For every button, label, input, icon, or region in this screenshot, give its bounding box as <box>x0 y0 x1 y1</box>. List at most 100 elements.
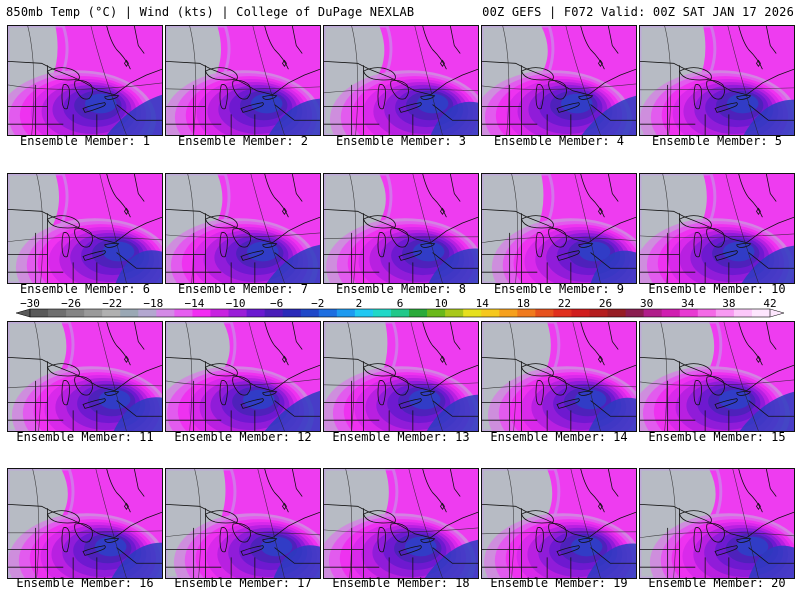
colorbar-segment <box>336 309 356 317</box>
colorbar-segment <box>372 309 392 317</box>
ensemble-member-label: Ensemble Member: 17 <box>174 576 312 590</box>
ensemble-member-label: Ensemble Member: 13 <box>332 430 470 444</box>
ensemble-member-map <box>165 25 321 136</box>
colorbar-tick-label: 42 <box>763 297 776 310</box>
colorbar-segment <box>246 309 266 317</box>
ensemble-member-map <box>639 25 795 136</box>
ensemble-member-map <box>323 468 479 579</box>
ensemble-member-map <box>481 173 637 284</box>
colorbar-segment <box>210 309 230 317</box>
temperature-map-svg <box>640 26 794 135</box>
colorbar-tick-label: −10 <box>226 297 246 310</box>
colorbar-segment <box>589 309 609 317</box>
ensemble-member-label: Ensemble Member: 9 <box>493 282 625 296</box>
colorbar-segment <box>679 309 699 317</box>
ensemble-member-map <box>639 173 795 284</box>
colorbar-segment <box>661 309 681 317</box>
ensemble-member-label: Ensemble Member: 20 <box>648 576 786 590</box>
colorbar-segment <box>445 309 464 317</box>
colorbar-tick-label: −6 <box>270 297 283 310</box>
colorbar-tick-label: −18 <box>143 297 163 310</box>
colorbar-tick-label: 18 <box>517 297 530 310</box>
ensemble-member-label: Ensemble Member: 4 <box>493 134 625 148</box>
map-title: 850mb Temp (°C) | Wind (kts) | College o… <box>6 5 415 19</box>
ensemble-member-label: Ensemble Member: 6 <box>19 282 151 296</box>
ensemble-member-map <box>7 25 163 136</box>
temperature-map-svg <box>640 174 794 283</box>
ensemble-member-map <box>7 173 163 284</box>
colorbar-tick-label: −22 <box>102 297 122 310</box>
temperature-map-svg <box>166 26 320 135</box>
colorbar-segment <box>66 309 85 317</box>
ensemble-member-label: Ensemble Member: 11 <box>16 430 154 444</box>
ensemble-member-label: Ensemble Member: 8 <box>335 282 467 296</box>
ensemble-member-map <box>7 468 163 579</box>
colorbar-segment <box>192 309 211 317</box>
colorbar-segment <box>84 309 103 317</box>
ensemble-member-map <box>481 25 637 136</box>
colorbar-segment <box>300 309 320 317</box>
temperature-map-svg <box>640 469 794 578</box>
ensemble-member-map <box>165 321 321 432</box>
ensemble-member-label: Ensemble Member: 1 <box>19 134 151 148</box>
temperature-map-svg <box>8 174 162 283</box>
colorbar-segment <box>174 309 193 317</box>
temperature-map-svg <box>324 174 478 283</box>
colorbar-segment <box>499 309 518 317</box>
colorbar-svg: −30 −26 −22 −18 −14 −10 −6 −2 2 6 10 14 18 22 26 30 34 38… <box>15 297 785 318</box>
temperature-map-svg <box>8 322 162 431</box>
temperature-map-svg <box>166 174 320 283</box>
model-run-info: 00Z GEFS | F072 Valid: 00Z SAT JAN 17 20… <box>482 5 794 19</box>
temperature-map-svg <box>640 322 794 431</box>
colorbar-segment <box>282 309 302 317</box>
colorbar-tick-label: 6 <box>397 297 404 310</box>
ensemble-member-label: Ensemble Member: 12 <box>174 430 312 444</box>
colorbar-tick-label: 2 <box>356 297 363 310</box>
colorbar-segment <box>643 309 663 317</box>
temperature-map-svg <box>166 322 320 431</box>
colorbar-segment <box>697 309 717 317</box>
ensemble-member-map <box>323 173 479 284</box>
colorbar-tick-label: −2 <box>311 297 324 310</box>
ensemble-member-map <box>639 321 795 432</box>
colorbar-segment <box>607 309 627 317</box>
ensemble-member-map <box>7 321 163 432</box>
temperature-map-svg <box>482 322 636 431</box>
ensemble-member-label: Ensemble Member: 18 <box>332 576 470 590</box>
colorbar-tick-label: −30 <box>20 297 40 310</box>
ensemble-member-label: Ensemble Member: 14 <box>490 430 628 444</box>
colorbar-tick-label: 38 <box>722 297 735 310</box>
colorbar-segment <box>120 309 139 317</box>
ensemble-member-label: Ensemble Member: 5 <box>651 134 783 148</box>
colorbar-segment <box>48 309 67 317</box>
colorbar-segment <box>390 309 410 317</box>
colorbar-segment <box>264 309 284 317</box>
colorbar-tick-label: 10 <box>434 297 447 310</box>
colorbar-tick-label: 34 <box>681 297 695 310</box>
temperature-map-svg <box>324 469 478 578</box>
colorbar-min-arrow <box>15 308 31 318</box>
temperature-map-svg <box>482 469 636 578</box>
ensemble-member-label: Ensemble Member: 2 <box>177 134 309 148</box>
temperature-map-svg <box>482 174 636 283</box>
ensemble-member-label: Ensemble Member: 19 <box>490 576 628 590</box>
colorbar-segment <box>625 309 645 317</box>
colorbar-tick-label: −26 <box>61 297 81 310</box>
colorbar-tick-label: 14 <box>476 297 490 310</box>
ensemble-member-label: Ensemble Member: 3 <box>335 134 467 148</box>
ensemble-member-map <box>481 321 637 432</box>
temperature-map-svg <box>8 26 162 135</box>
colorbar-segment <box>463 309 482 317</box>
colorbar-segment <box>733 309 753 317</box>
temperature-colorbar: −30 −26 −22 −18 −14 −10 −6 −2 2 6 10 14 18 22 26 30 34 38… <box>0 297 800 319</box>
colorbar-segment <box>409 309 428 317</box>
colorbar-tick-label: −14 <box>185 297 205 310</box>
colorbar-segment <box>138 309 157 317</box>
ensemble-member-map <box>323 25 479 136</box>
colorbar-segment <box>715 309 735 317</box>
temperature-map-svg <box>8 469 162 578</box>
ensemble-member-map <box>481 468 637 579</box>
temperature-map-svg <box>324 322 478 431</box>
colorbar-segment <box>751 309 771 317</box>
temperature-map-svg <box>324 26 478 135</box>
